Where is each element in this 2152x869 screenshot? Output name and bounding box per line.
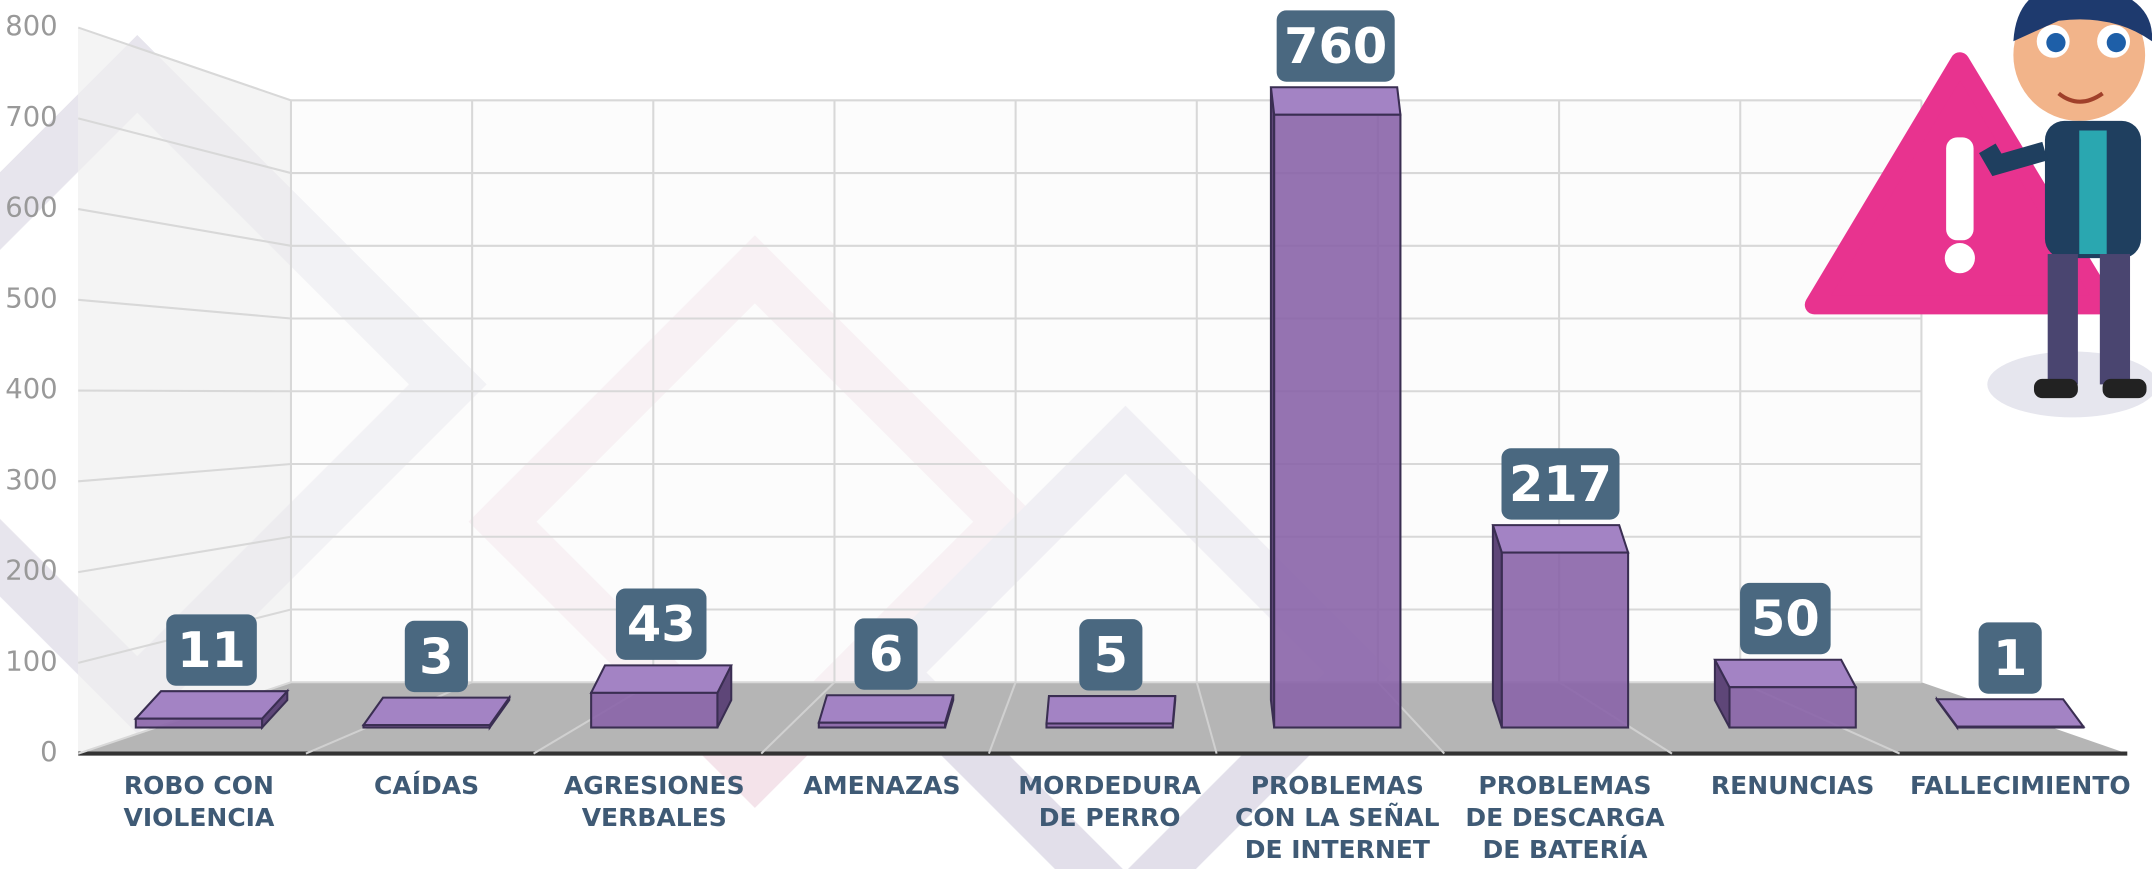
bar-top — [1271, 87, 1401, 114]
bar-top — [1046, 696, 1175, 723]
bar — [1957, 727, 2083, 728]
x-tick-label: CAÍDAS — [374, 770, 479, 802]
bar — [136, 719, 262, 728]
x-tick-label: AMENAZAS — [803, 770, 960, 802]
page: 0 100 200 300 400 500 600 700 800 11 3 43 6 5 760 217 5… — [0, 0, 2152, 869]
y-tick-label: 700 — [5, 102, 57, 133]
bar-group: 217 — [1493, 448, 1628, 727]
grid-line — [78, 28, 1921, 101]
y-tick-label: 200 — [5, 556, 57, 587]
value-label: 760 — [1284, 17, 1387, 75]
x-tick-label: AGRESIONES VERBALES — [564, 770, 745, 834]
bar — [363, 725, 489, 727]
value-label: 50 — [1751, 590, 1820, 648]
bar — [1274, 115, 1400, 728]
value-label: 3 — [419, 627, 453, 685]
bar-top — [1715, 660, 1856, 687]
bar — [1046, 723, 1172, 727]
y-tick-label: 100 — [5, 646, 57, 677]
bar-group: 1 — [1937, 622, 2084, 727]
x-tick-label: FALLECIMIENTO — [1910, 770, 2131, 802]
value-label: 217 — [1509, 455, 1612, 513]
x-tick-label: ROBO CON VIOLENCIA — [124, 770, 275, 834]
value-label: 43 — [627, 595, 696, 653]
bar-top — [136, 691, 287, 718]
value-label: 6 — [869, 625, 903, 683]
y-tick-label: 400 — [5, 374, 57, 405]
value-label: 11 — [177, 621, 246, 679]
chart: 0 100 200 300 400 500 600 700 800 11 3 43 6 5 760 217 5… — [0, 0, 2152, 869]
x-tick-label: MORDEDURA DE PERRO — [1018, 770, 1201, 834]
bar-top — [1937, 699, 2084, 726]
y-tick-label: 500 — [5, 283, 57, 314]
bar — [591, 693, 717, 728]
y-tick-label: 800 — [5, 11, 57, 42]
bar-top — [363, 698, 509, 725]
bar-top — [591, 665, 731, 692]
y-tick-label: 0 — [40, 737, 57, 768]
value-label: 5 — [1094, 626, 1128, 684]
x-tick-label: PROBLEMAS DE DESCARGA DE BATERÍA — [1465, 770, 1664, 866]
bar — [819, 723, 945, 728]
x-tick-label: PROBLEMAS CON LA SEÑAL DE INTERNET — [1235, 770, 1440, 866]
bar-group: 760 — [1271, 10, 1401, 727]
x-tick-label: RENUNCIAS — [1711, 770, 1874, 802]
y-tick-label: 300 — [5, 465, 57, 496]
y-tick-label: 600 — [5, 193, 57, 224]
bar — [1730, 687, 1856, 727]
bar-top — [819, 695, 953, 722]
bar-top — [1493, 525, 1628, 552]
bar — [1502, 553, 1628, 728]
bar-side — [1493, 525, 1502, 727]
grid-line — [78, 391, 1921, 392]
value-label: 1 — [1993, 629, 2027, 687]
